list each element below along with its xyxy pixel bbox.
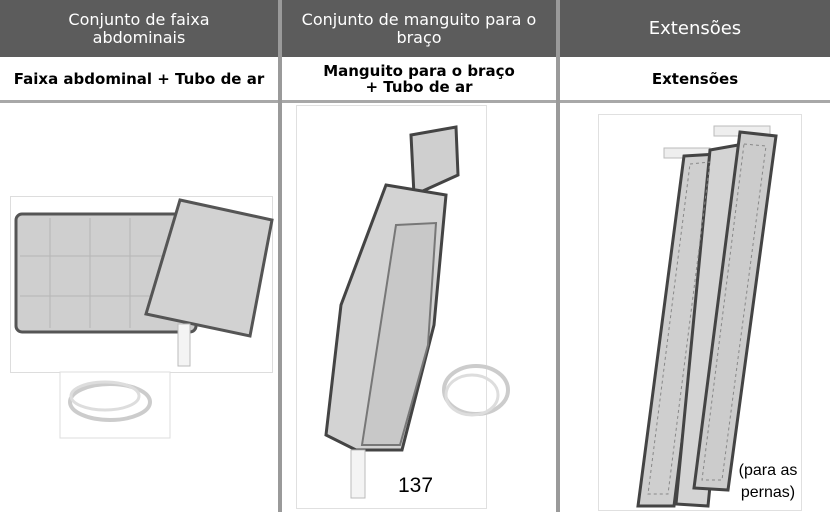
- label-cell: Faixa abdominal + Tubo de ar: [0, 58, 278, 100]
- belt-image: [10, 196, 274, 439]
- header-text: Conjunto de faixa abdominais: [68, 9, 210, 47]
- header-text: Conjunto de manguito para o braço: [301, 9, 537, 47]
- label-text: Extensões: [651, 70, 739, 88]
- label-cell: Extensões: [560, 58, 830, 100]
- arm-cuff-image: [296, 105, 510, 509]
- page-number: 137: [398, 474, 434, 497]
- annotation: (para as pernas): [738, 462, 798, 501]
- header-cell: Extensões: [560, 0, 830, 57]
- header-text: Extensões: [648, 17, 742, 39]
- column-separator: [278, 0, 282, 512]
- row-separator: [0, 100, 830, 103]
- column-separator: [556, 0, 560, 512]
- extensions-image: [598, 114, 802, 511]
- header-cell: Conjunto de faixa abdominais: [0, 0, 278, 57]
- label-text: Faixa abdominal + Tubo de ar: [13, 70, 265, 88]
- label-text: Manguito para o braço + Tubo de ar: [323, 62, 515, 96]
- header-cell: Conjunto de manguito para o braço: [281, 0, 557, 57]
- label-cell: Manguito para o braço + Tubo de ar: [281, 58, 557, 100]
